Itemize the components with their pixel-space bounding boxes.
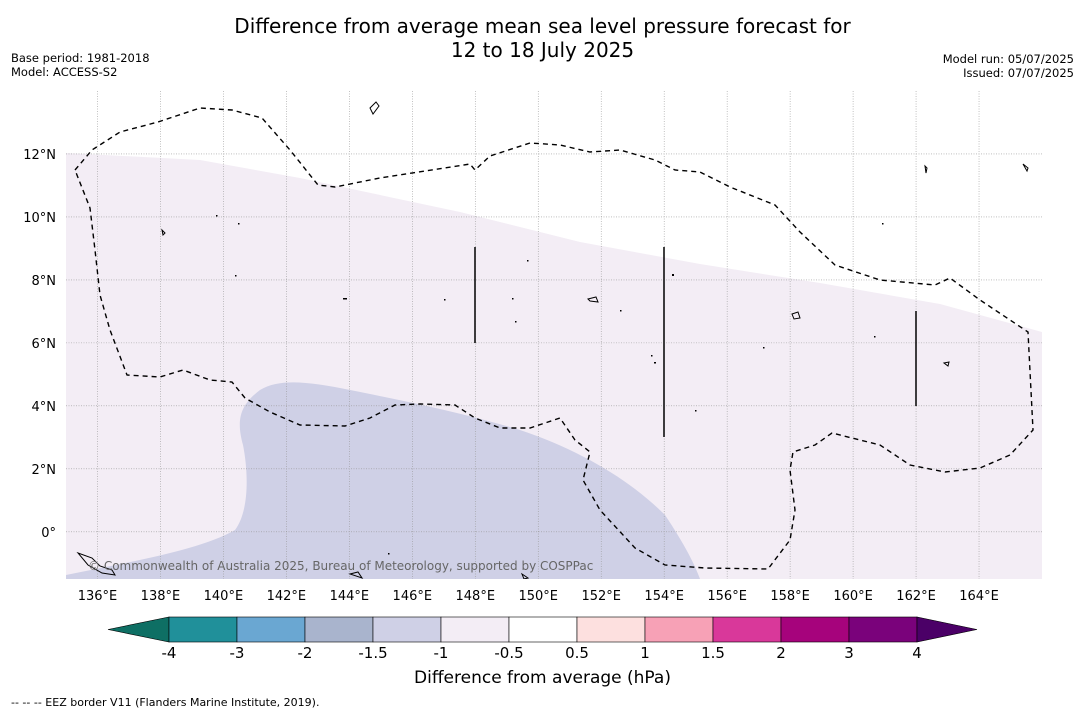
colorbar-bin bbox=[508, 616, 578, 643]
island bbox=[651, 355, 653, 357]
title-line-1: Difference from average mean sea level p… bbox=[234, 14, 851, 38]
island bbox=[882, 223, 884, 225]
longitude-tick-label: 144°E bbox=[330, 589, 370, 604]
island bbox=[235, 275, 237, 277]
latitude-tick-label: 6°N bbox=[32, 337, 57, 352]
longitude-tick-label: 146°E bbox=[393, 589, 433, 604]
colorbar-extend-low bbox=[107, 616, 170, 643]
island bbox=[1022, 163, 1029, 173]
colorbar-tick-label: -3 bbox=[230, 644, 245, 662]
island bbox=[791, 311, 801, 320]
island bbox=[874, 336, 876, 338]
island-dots bbox=[216, 215, 884, 555]
longitude-tick-label: 136°E bbox=[78, 589, 118, 604]
colorbar-tick-label: -0.5 bbox=[494, 644, 523, 662]
eez-footnote: -- -- -- EEZ border V11 (Flanders Marine… bbox=[11, 696, 320, 709]
longitude-tick-label: 156°E bbox=[707, 589, 747, 604]
island bbox=[520, 572, 530, 579]
island bbox=[444, 299, 446, 301]
latitude-tick-label: 10°N bbox=[23, 211, 56, 226]
longitude-tick-label: 154°E bbox=[644, 589, 684, 604]
copyright-notice: © Commonwealth of Australia 2025, Bureau… bbox=[88, 559, 593, 573]
island bbox=[695, 410, 697, 412]
island bbox=[369, 101, 380, 115]
island bbox=[238, 223, 240, 225]
longitude-tick-label: 152°E bbox=[581, 589, 621, 604]
run-info: Model run: 05/07/2025 Issued: 07/07/2025 bbox=[943, 52, 1074, 80]
longitude-tick-label: 140°E bbox=[204, 589, 244, 604]
longitude-tick-label: 164°E bbox=[959, 589, 999, 604]
longitude-tick-label: 150°E bbox=[518, 589, 558, 604]
map-gridlines bbox=[66, 91, 1042, 579]
island bbox=[161, 228, 166, 237]
longitude-tick-label: 142°E bbox=[267, 589, 307, 604]
colorbar-bin bbox=[576, 616, 646, 643]
island bbox=[388, 553, 390, 555]
longitude-tick-label: 148°E bbox=[456, 589, 496, 604]
colorbar-bin bbox=[440, 616, 510, 643]
colorbar-labels: -4 -3 -2 -1.5 -1 -0.5 0.5 1 1.5 2 3 4 bbox=[162, 644, 922, 662]
colorbar-tick-label: -4 bbox=[162, 644, 177, 662]
model-name: Model: ACCESS-S2 bbox=[11, 65, 118, 79]
islands bbox=[76, 101, 1029, 579]
colorbar-tick-label: 1.5 bbox=[701, 644, 725, 662]
model-info: Base period: 1981-2018 Model: ACCESS-S2 bbox=[11, 51, 150, 79]
island bbox=[348, 571, 364, 579]
map-title: Difference from average mean sea level p… bbox=[0, 14, 1085, 62]
map-area: © Commonwealth of Australia 2025, Bureau… bbox=[66, 91, 1042, 579]
longitude-labels: 136°E 138°E 140°E 142°E 144°E 146°E 148°E 150°E… bbox=[78, 589, 999, 604]
colorbar-bin bbox=[712, 616, 782, 643]
island bbox=[515, 321, 517, 323]
island bbox=[343, 298, 347, 300]
colorbar-tick-label: 1 bbox=[640, 644, 650, 662]
island bbox=[216, 215, 218, 217]
island bbox=[76, 551, 116, 576]
latitude-labels: 12°N 10°N 8°N 6°N 4°N 2°N 0° bbox=[23, 148, 56, 541]
colorbar-bin bbox=[372, 616, 442, 643]
island bbox=[763, 347, 765, 349]
colorbar-bin bbox=[780, 616, 850, 643]
latitude-tick-label: 0° bbox=[41, 526, 56, 541]
colorbar-bin bbox=[304, 616, 374, 643]
colorbar-bin bbox=[236, 616, 306, 643]
colorbar-tick-label: 2 bbox=[776, 644, 786, 662]
colorbar-bin bbox=[168, 616, 238, 643]
issued-date: Issued: 07/07/2025 bbox=[963, 66, 1074, 80]
island bbox=[527, 260, 529, 262]
colorbar-tick-label: -1 bbox=[434, 644, 449, 662]
island bbox=[587, 296, 599, 303]
colorbar-tick-label: 3 bbox=[844, 644, 854, 662]
model-run: Model run: 05/07/2025 bbox=[942, 52, 1074, 66]
base-period: Base period: 1981-2018 bbox=[11, 51, 150, 65]
longitude-tick-label: 162°E bbox=[896, 589, 936, 604]
eez-border bbox=[74, 107, 1034, 570]
colorbar bbox=[107, 616, 978, 643]
longitude-tick-label: 138°E bbox=[141, 589, 181, 604]
island bbox=[654, 362, 656, 364]
island bbox=[942, 361, 950, 367]
island bbox=[512, 298, 514, 300]
latitude-tick-label: 12°N bbox=[23, 148, 56, 163]
colorbar-tick-label: -2 bbox=[298, 644, 313, 662]
colorbar-tick-label: 4 bbox=[912, 644, 922, 662]
latitude-tick-label: 4°N bbox=[32, 400, 57, 415]
longitude-tick-label: 158°E bbox=[770, 589, 810, 604]
anomaly-region-medium bbox=[66, 382, 700, 579]
latitude-tick-label: 8°N bbox=[32, 274, 57, 289]
colorbar-bin bbox=[848, 616, 918, 643]
island bbox=[620, 310, 622, 312]
colorbar-bin bbox=[644, 616, 714, 643]
colorbar-extend-high bbox=[916, 616, 978, 643]
latitude-tick-label: 2°N bbox=[32, 463, 57, 478]
longitude-tick-label: 160°E bbox=[833, 589, 873, 604]
title-line-2: 12 to 18 July 2025 bbox=[450, 38, 635, 62]
island bbox=[924, 164, 928, 174]
colorbar-tick-label: 0.5 bbox=[565, 644, 589, 662]
colorbar-title: Difference from average (hPa) bbox=[414, 668, 671, 688]
colorbar-tick-label: -1.5 bbox=[358, 644, 387, 662]
island bbox=[672, 274, 674, 276]
